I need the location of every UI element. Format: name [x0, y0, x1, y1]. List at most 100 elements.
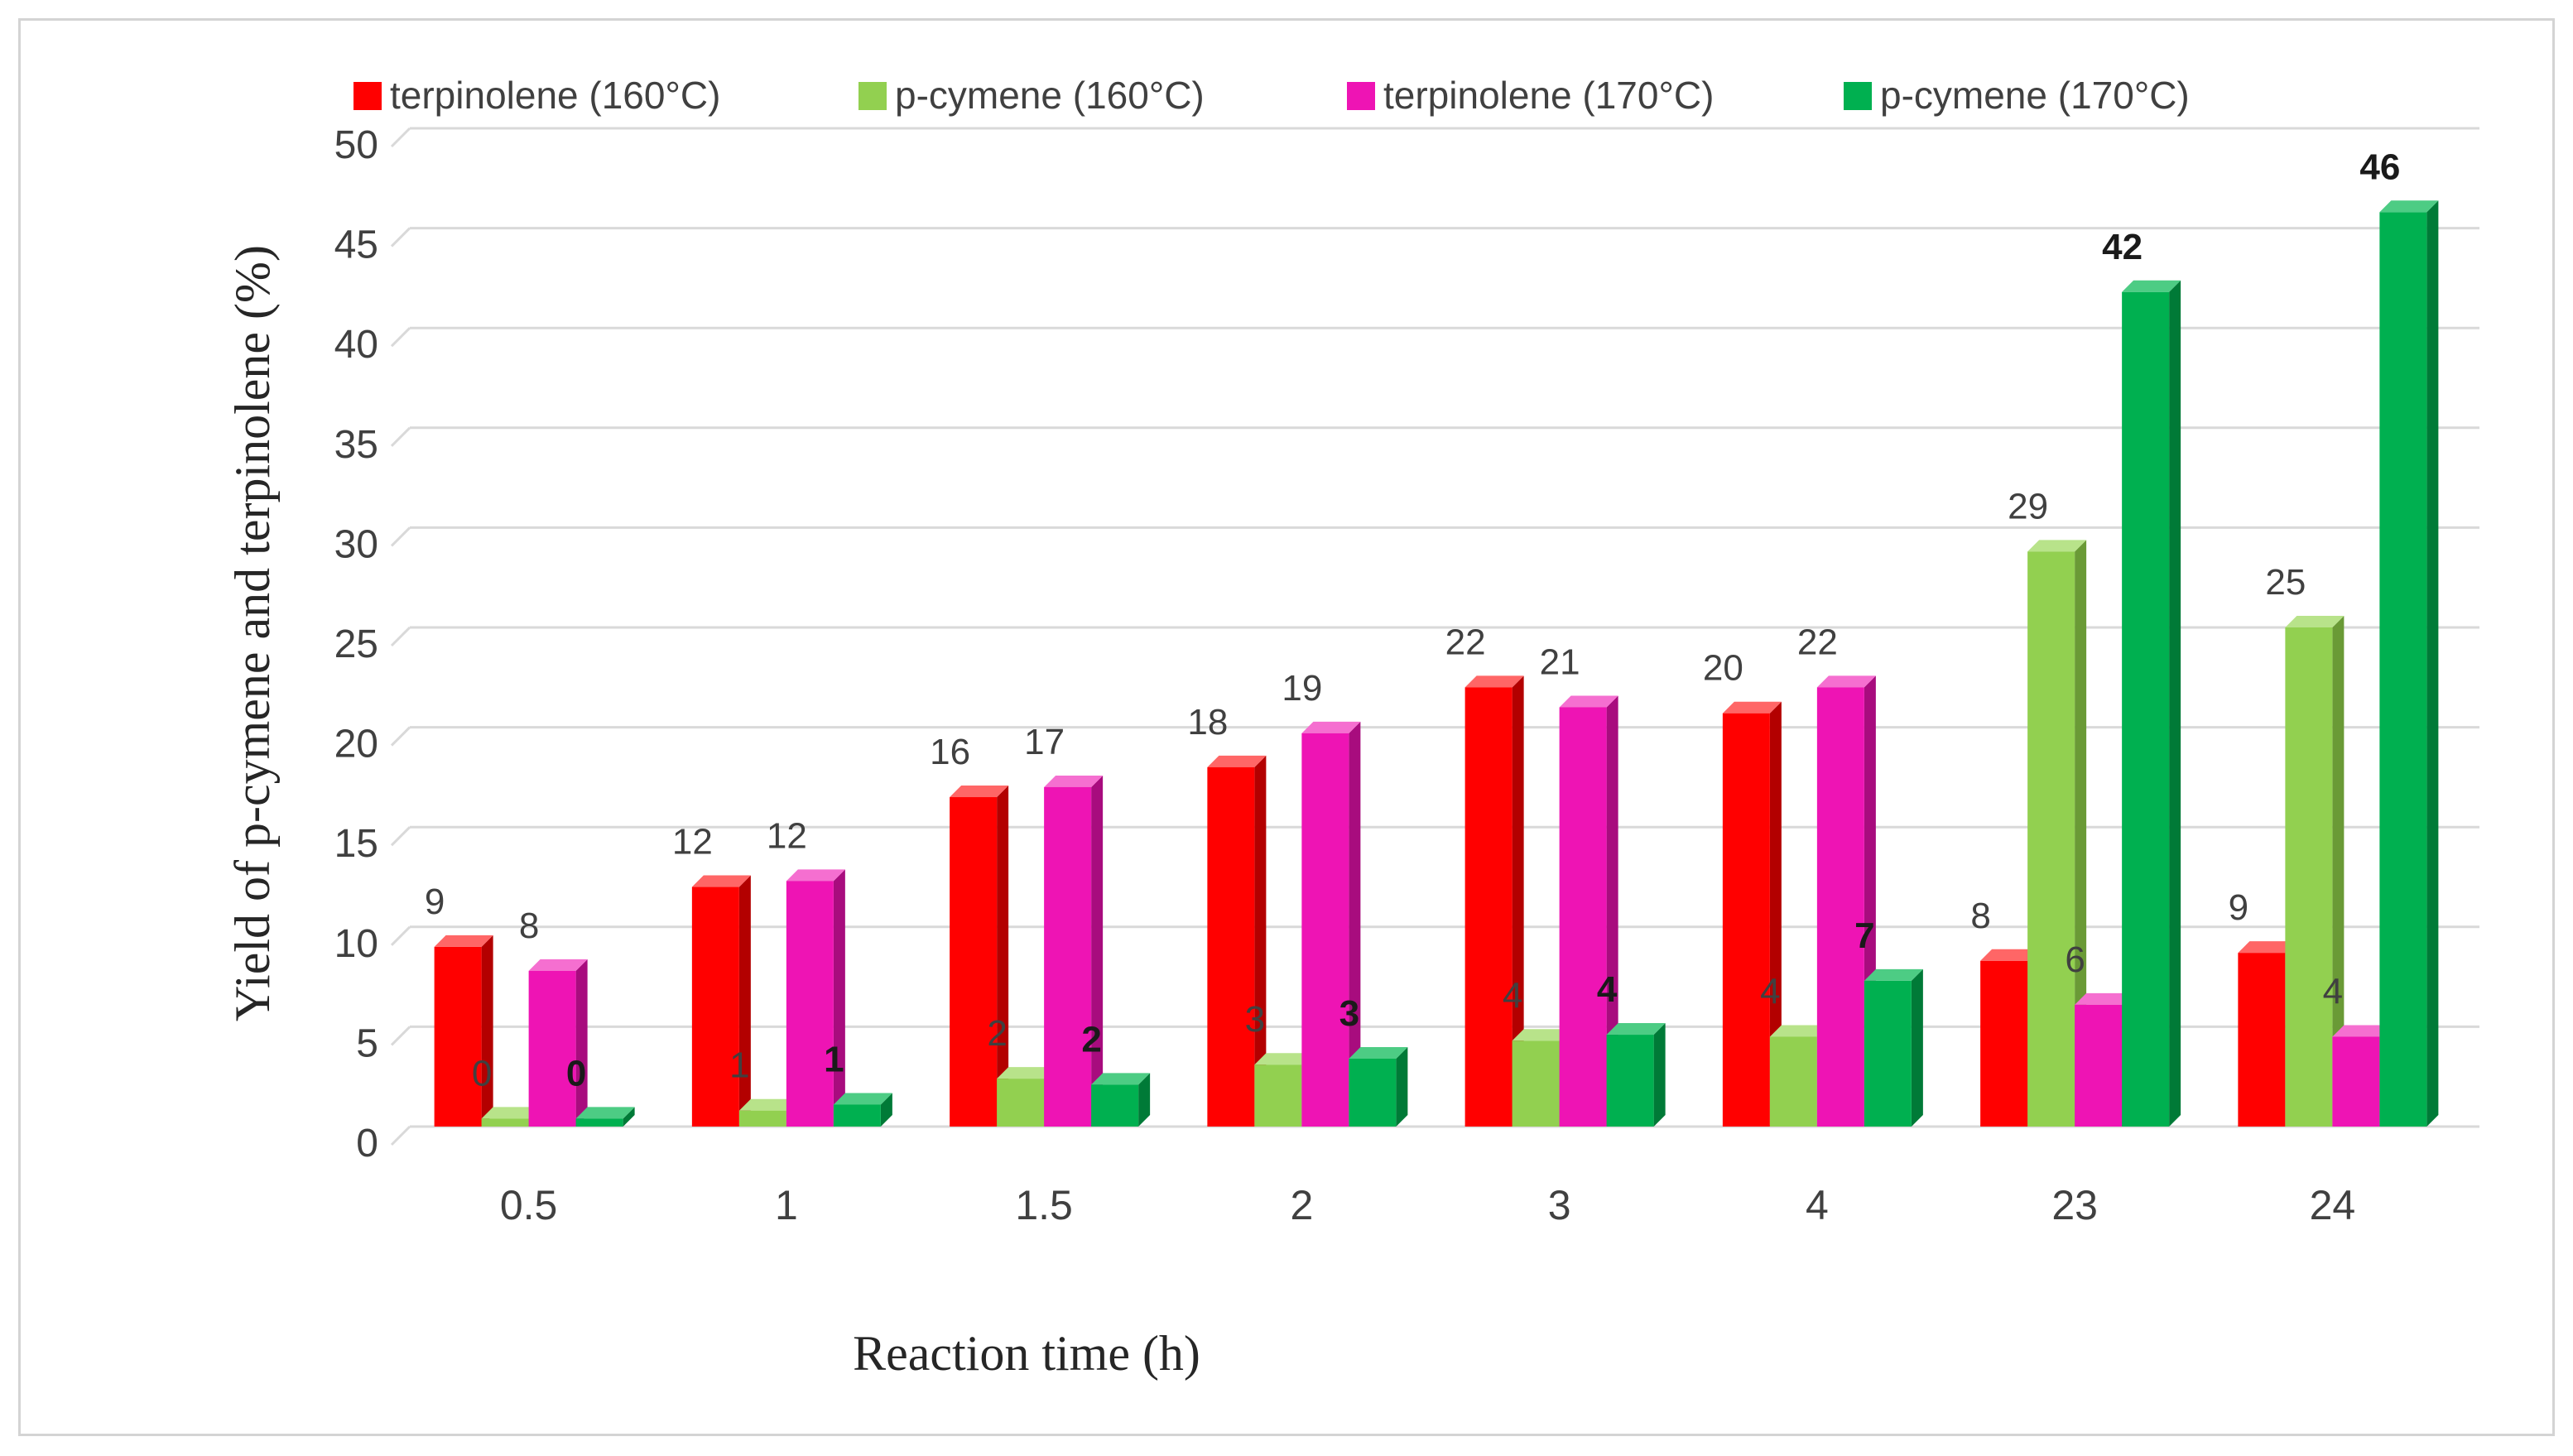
bar-top: [1254, 1053, 1314, 1065]
bar: [1301, 721, 1361, 1127]
bar-top: [1464, 675, 1524, 688]
bar-front: [1091, 1084, 1139, 1127]
y-tick-label: 20: [334, 723, 378, 766]
bar-front: [1559, 707, 1607, 1127]
bar: [1606, 1023, 1666, 1127]
data-label: 20: [1703, 648, 1743, 689]
bar-top: [691, 875, 751, 887]
data-label: 1: [824, 1039, 844, 1079]
bar-top: [1207, 755, 1267, 767]
bar-side: [833, 869, 845, 1127]
bar-front: [1349, 1058, 1397, 1127]
bar-side: [623, 1107, 635, 1127]
x-tick-label: 3: [1548, 1182, 1571, 1228]
bar-top: [2075, 992, 2134, 1005]
data-label: 17: [1024, 722, 1065, 762]
gridline-depth: [390, 925, 411, 946]
bar-top: [2379, 200, 2439, 213]
bar: [575, 1107, 635, 1127]
bar: [833, 1093, 892, 1127]
gridline-depth: [390, 626, 411, 647]
data-label: 4: [1503, 975, 1522, 1016]
bar-side: [1396, 1046, 1408, 1127]
bar-side: [1769, 701, 1782, 1127]
bar-top: [1864, 968, 1923, 981]
data-label: 6: [2065, 939, 2085, 980]
gridline-depth: [390, 526, 411, 547]
y-tick-label: 45: [334, 223, 378, 267]
bar-side: [1606, 695, 1618, 1127]
bar-side: [1349, 721, 1361, 1127]
bar: [2379, 200, 2439, 1127]
x-axis-categories: 0.5 1 1.5 2 3 4 23 24: [500, 1182, 2355, 1228]
bar-front: [575, 1118, 623, 1127]
bar-front: [1207, 766, 1255, 1127]
x-tick-label: 23: [2051, 1182, 2098, 1228]
bar-side: [997, 786, 1009, 1127]
bar-side: [2075, 540, 2087, 1127]
bar-top: [1559, 695, 1618, 708]
chart-frame: 0 5 10 15 20 25 30 35 40 45 50 9 0 8 0 12 1 12 1 16 2 17 2 18 3…: [18, 18, 2555, 1436]
bar: [1091, 1073, 1151, 1127]
data-label: 1: [729, 1045, 749, 1086]
bar-side: [738, 875, 751, 1127]
bar-front: [691, 887, 739, 1127]
y-axis-title: Yield of p-cymene and terpinolene (%): [225, 245, 280, 1021]
data-label: 3: [1339, 993, 1359, 1034]
y-tick-label: 5: [356, 1021, 378, 1065]
gridline-depth: [390, 826, 411, 847]
bar: [786, 869, 845, 1127]
bar-front: [1769, 1036, 1817, 1127]
y-tick-label: 0: [356, 1122, 378, 1165]
bar-top: [2027, 540, 2087, 552]
bar-top: [1816, 675, 1876, 688]
x-tick-label: 4: [1806, 1182, 1829, 1228]
x-tick-label: 24: [2310, 1182, 2356, 1228]
bar-side: [880, 1093, 892, 1127]
gridline-depth: [390, 127, 411, 148]
y-tick-label: 30: [334, 522, 378, 566]
bar-top: [786, 869, 845, 882]
data-label: 9: [2229, 887, 2248, 928]
bar-top: [738, 1098, 798, 1111]
bar-front: [1864, 980, 1912, 1127]
bar: [2122, 280, 2181, 1127]
bar-top: [481, 1107, 541, 1119]
x-tick-label: 0.5: [500, 1182, 558, 1228]
legend-swatch: [1347, 82, 1375, 110]
bar: [528, 959, 588, 1127]
bar: [2285, 616, 2345, 1127]
bar-side: [1091, 775, 1104, 1127]
legend-item: terpinolene (160°C): [353, 74, 720, 117]
bar-front: [1254, 1064, 1302, 1127]
bar-top: [528, 959, 588, 971]
legend-label: p-cymene (170°C): [1880, 74, 2190, 117]
legend-item: p-cymene (170°C): [1844, 74, 2190, 117]
bar-top: [1349, 1046, 1408, 1059]
legend-label: terpinolene (160°C): [390, 74, 720, 117]
gridline-depth: [390, 227, 411, 247]
data-label: 2: [987, 1013, 1007, 1054]
data-label: 22: [1797, 622, 1838, 662]
bar-side: [2426, 200, 2439, 1127]
bar-top: [434, 935, 493, 947]
bar-side: [575, 959, 588, 1127]
y-tick-label: 35: [334, 423, 378, 467]
bar-top: [1301, 721, 1361, 733]
y-tick-label: 25: [334, 622, 378, 666]
bar-top: [950, 786, 1009, 798]
gridline-depth: [390, 327, 411, 348]
bar-top: [1606, 1023, 1666, 1036]
bar: [691, 875, 751, 1127]
bar-top: [2238, 941, 2297, 954]
bar-top: [2285, 616, 2345, 627]
bar-top: [2122, 280, 2181, 292]
bar: [1207, 755, 1267, 1127]
bar-front: [1980, 960, 2028, 1127]
y-tick-label: 10: [334, 922, 378, 966]
bar-front: [1464, 687, 1513, 1127]
x-axis-title: Reaction time (h): [853, 1326, 1200, 1381]
bar-top: [2332, 1025, 2392, 1037]
bar-front: [2027, 551, 2075, 1127]
